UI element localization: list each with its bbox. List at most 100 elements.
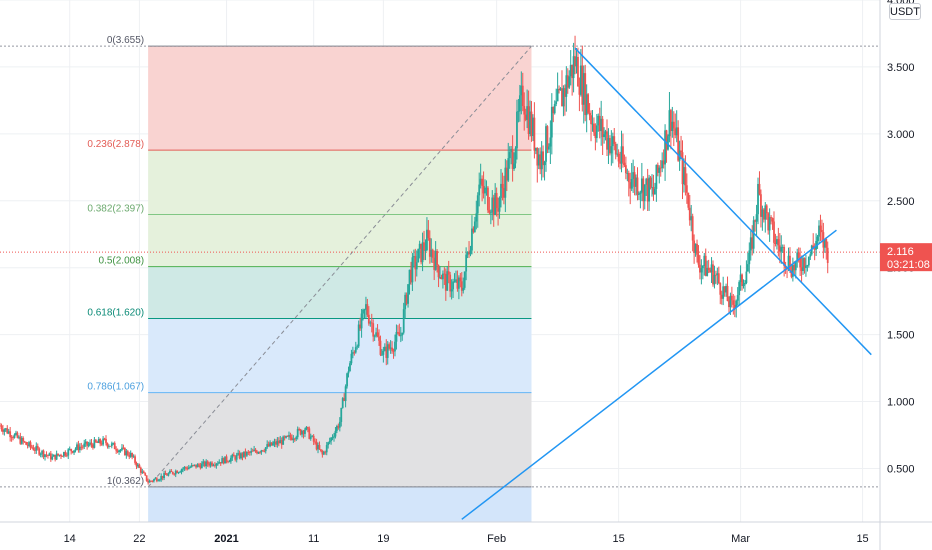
- candle-body: [52, 454, 55, 457]
- candle-body: [540, 151, 543, 170]
- candle-body: [701, 265, 704, 269]
- candle-body: [668, 110, 671, 137]
- time-tick-label: 11: [308, 533, 319, 545]
- candle-body: [123, 447, 126, 456]
- candle-body: [543, 161, 546, 166]
- candle-body: [109, 445, 112, 447]
- candle-body: [532, 117, 534, 136]
- candle-body: [627, 173, 630, 183]
- candle-body: [302, 431, 305, 434]
- candle-body: [693, 240, 696, 253]
- candle-body: [250, 450, 253, 453]
- candle-body: [719, 283, 722, 295]
- candle-body: [199, 465, 202, 469]
- candle-body: [10, 437, 13, 438]
- candle-body: [575, 56, 578, 67]
- candle-body: [266, 444, 269, 448]
- candle-body: [19, 436, 22, 444]
- candle-body: [659, 167, 662, 169]
- candle-body: [516, 111, 518, 149]
- candle-body: [487, 187, 489, 211]
- candle-body: [484, 187, 486, 194]
- candle-body: [216, 463, 219, 465]
- candle-body: [415, 262, 418, 270]
- candle-body: [450, 289, 453, 292]
- candle-body: [227, 461, 229, 463]
- fib-level-label: 0.786(1.067): [87, 382, 144, 393]
- candle-body: [428, 237, 431, 257]
- candle-body: [132, 456, 135, 458]
- candle-body: [293, 438, 296, 440]
- candle-body: [346, 373, 348, 387]
- candle-body: [398, 332, 401, 337]
- candle-body: [819, 225, 822, 230]
- candle-body: [245, 452, 248, 456]
- candle-body: [803, 258, 806, 269]
- candle-body: [479, 178, 482, 185]
- candle-body: [577, 56, 579, 87]
- candle-body: [630, 178, 633, 189]
- candle-body: [780, 247, 783, 252]
- candle-body: [754, 220, 757, 222]
- candle-body: [17, 436, 20, 438]
- candle-body: [289, 435, 292, 438]
- candle-body: [251, 450, 254, 452]
- candle-body: [542, 151, 545, 166]
- candle-body: [481, 178, 484, 187]
- candle-body: [640, 178, 643, 193]
- currency-label[interactable]: USDT: [889, 3, 921, 20]
- candle-body: [49, 453, 52, 460]
- candle-body: [802, 258, 804, 271]
- candle-body: [460, 281, 463, 291]
- candle-body: [171, 471, 174, 474]
- candle-body: [457, 277, 460, 289]
- candle-body: [229, 457, 232, 462]
- candle-body: [9, 431, 12, 438]
- candle-body: [170, 470, 173, 472]
- candle-body: [224, 456, 226, 464]
- candle-body: [221, 458, 224, 464]
- candle-body: [533, 117, 536, 151]
- candle-body: [3, 429, 6, 432]
- candle-body: [125, 451, 128, 456]
- candle-body: [699, 264, 701, 273]
- candle-body: [273, 441, 276, 444]
- candle-body: [655, 164, 658, 189]
- candle-body: [812, 245, 815, 248]
- candle-body: [337, 426, 340, 428]
- candle-body: [376, 332, 379, 337]
- candle-body: [716, 273, 719, 275]
- candle-body: [335, 426, 338, 431]
- candle-body: [166, 474, 168, 476]
- candle-body: [142, 471, 145, 474]
- candle-body: [489, 212, 492, 214]
- fib-zone: [148, 266, 532, 319]
- candle-body: [456, 279, 459, 289]
- candle-body: [600, 118, 603, 132]
- candle-body: [150, 480, 152, 482]
- candle-body: [402, 309, 405, 333]
- candle-body: [347, 371, 350, 374]
- candle-body: [90, 442, 93, 445]
- candle-body: [174, 471, 177, 475]
- candle-body: [739, 274, 742, 283]
- candle-body: [372, 323, 375, 337]
- candle-body: [624, 165, 627, 174]
- fib-trend-line: [147, 45, 532, 488]
- candle-body: [726, 285, 729, 302]
- candle-body: [189, 467, 192, 468]
- candle-body: [305, 427, 308, 430]
- candle-body: [694, 243, 697, 253]
- candle-body: [41, 450, 44, 454]
- candle-body: [585, 94, 588, 116]
- candle-body: [423, 242, 425, 251]
- candle-body: [635, 177, 637, 187]
- candle-body: [778, 245, 781, 252]
- candle-body: [755, 214, 758, 222]
- candle-body: [42, 450, 45, 457]
- candle-body: [556, 88, 559, 102]
- candle-body: [752, 220, 755, 249]
- candle-body: [790, 270, 793, 277]
- candle-body: [318, 445, 321, 450]
